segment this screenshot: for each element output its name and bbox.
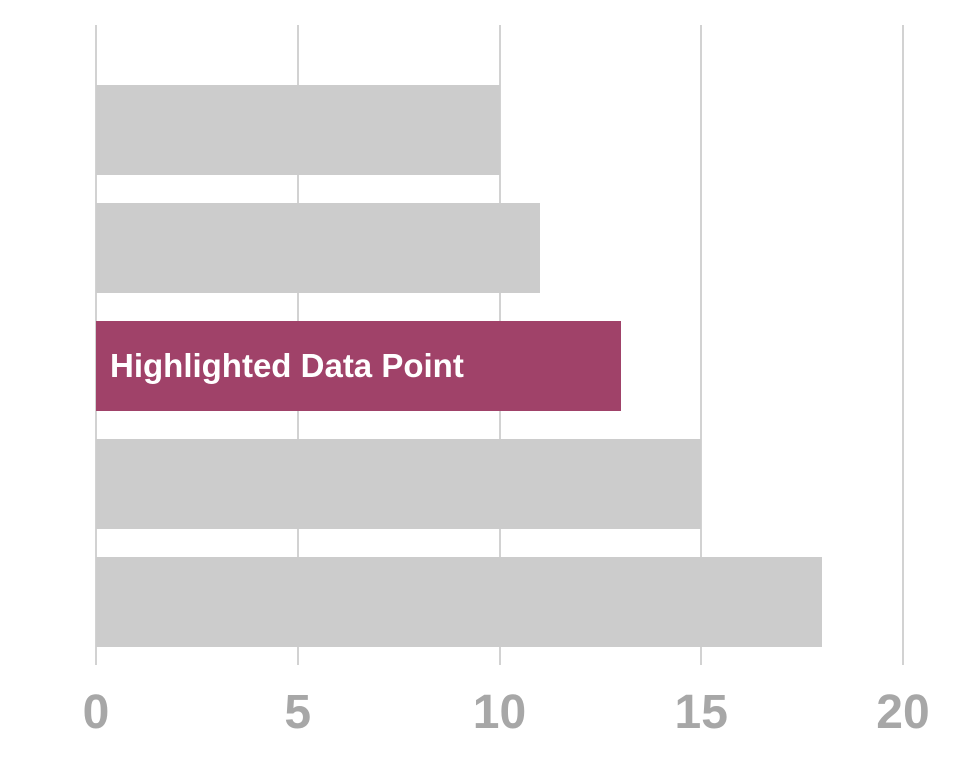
bar-chart: Highlighted Data Point 0 5 10 15 20 xyxy=(0,0,975,768)
bar xyxy=(96,203,540,293)
bar xyxy=(96,557,822,647)
x-axis-tick: 5 xyxy=(284,685,311,740)
bar-highlighted: Highlighted Data Point xyxy=(96,321,621,411)
plot-area: Highlighted Data Point xyxy=(96,25,903,665)
bar xyxy=(96,439,701,529)
bar-label: Highlighted Data Point xyxy=(110,347,464,385)
gridline xyxy=(902,25,904,665)
x-axis-tick: 0 xyxy=(83,685,110,740)
x-axis-tick: 10 xyxy=(473,685,526,740)
bar xyxy=(96,85,500,175)
x-axis-tick: 15 xyxy=(675,685,728,740)
x-axis-tick: 20 xyxy=(876,685,929,740)
